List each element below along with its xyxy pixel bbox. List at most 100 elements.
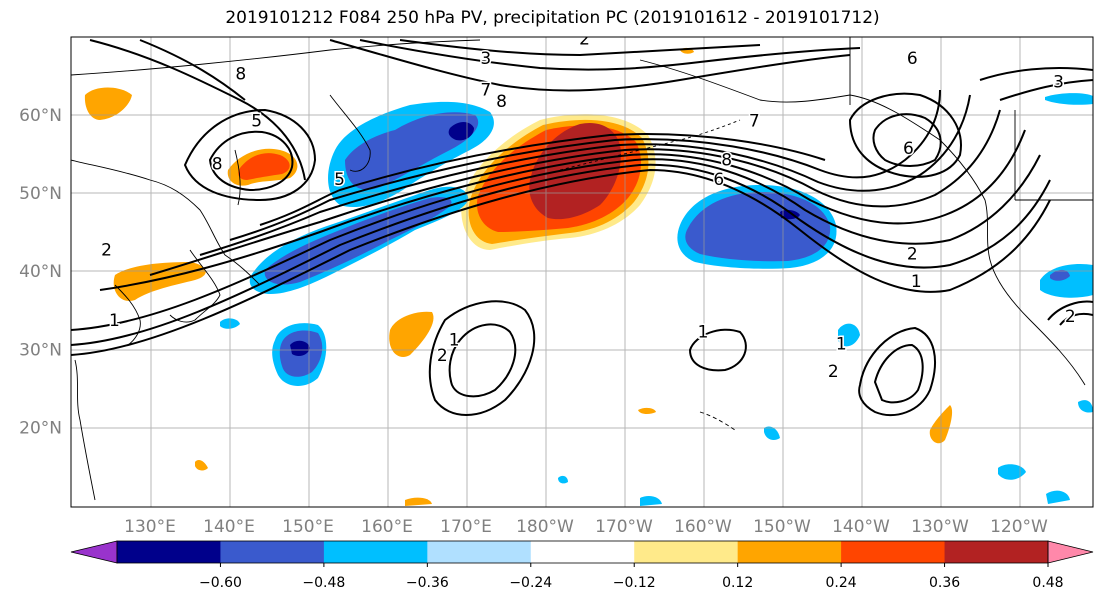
coast-asia xyxy=(71,159,261,286)
latitude-labels: 60°N 50°N 40°N 30°N 20°N xyxy=(19,106,62,439)
lon-label: 170°W xyxy=(595,517,653,537)
pv-contour-7 xyxy=(229,89,941,241)
contour-label: 5 xyxy=(251,112,262,132)
pv-contour-ne-2 xyxy=(999,79,1093,101)
precip-negative-sm-1 xyxy=(838,323,860,347)
precip-negative-band-blue xyxy=(264,197,452,285)
precip-negative-se-2 xyxy=(1046,490,1070,504)
precip-shading xyxy=(84,47,1093,506)
pv-contour-low-gulf-inner xyxy=(872,113,942,167)
lat-label: 40°N xyxy=(19,262,62,282)
lat-label: 20°N xyxy=(19,419,62,439)
colorbar-segment xyxy=(634,541,739,563)
pv-contour-8 xyxy=(259,133,826,226)
lon-label: 150°E xyxy=(282,517,334,537)
colorbar-segment xyxy=(530,541,635,563)
precip-negative-se-3 xyxy=(1078,400,1093,413)
precip-negative-sm-2 xyxy=(764,426,780,440)
pv-contour-ridge-d xyxy=(359,39,861,71)
contour-label: 3 xyxy=(1053,72,1064,92)
pv-contour-ridge-c xyxy=(329,39,851,92)
lon-label: 180°W xyxy=(516,517,574,537)
pv-contour-low-gulf xyxy=(848,92,962,178)
pv-contour-2 xyxy=(71,163,1051,346)
lon-label: 170°E xyxy=(440,517,492,537)
pv-contour-cutoff-east-a xyxy=(688,328,747,372)
coast-korea xyxy=(114,284,141,346)
contour-label: 3 xyxy=(480,49,491,69)
contour-label: 7 xyxy=(480,80,491,100)
precip-positive-dot-1 xyxy=(195,460,208,471)
pv-contour-ridge-e xyxy=(399,39,761,57)
pv-contour-ridge-a xyxy=(89,39,306,181)
coast-hawaii xyxy=(699,411,736,431)
precip-positive-sakhalin-red xyxy=(238,153,290,180)
precip-negative-sm-6 xyxy=(1045,93,1093,105)
lon-label: 150°W xyxy=(753,517,811,537)
precip-negative-cali-blue xyxy=(1050,269,1070,281)
lon-label: 130°W xyxy=(911,517,969,537)
contour-label: 1 xyxy=(698,323,709,343)
contour-label: 7 xyxy=(749,112,760,132)
lat-label: 30°N xyxy=(19,340,62,360)
colorbar-tick-label: −0.60 xyxy=(199,575,242,591)
contour-label: 8 xyxy=(235,65,246,85)
contour-label: 2 xyxy=(907,244,918,264)
coast-sakhalin xyxy=(234,149,241,206)
precip-negative-cali xyxy=(1040,263,1093,298)
colorbar-frame xyxy=(116,540,1049,564)
colorbar-segment xyxy=(841,541,946,563)
pv-contour-low-okhotsk xyxy=(183,108,317,202)
contour-label: 6 xyxy=(907,49,918,69)
contour-label: 8 xyxy=(212,155,223,175)
colorbar-tick-label: −0.12 xyxy=(613,575,656,591)
contour-label: 1 xyxy=(449,330,460,350)
precip-positive-japan xyxy=(113,262,206,301)
contour-label: 2 xyxy=(828,362,839,382)
coast-philippines xyxy=(74,359,96,501)
contour-label: 6 xyxy=(903,139,914,159)
pv-contour-3 xyxy=(71,154,1041,331)
colorbar-arrow-left xyxy=(70,540,118,564)
pv-contour-cal-2 xyxy=(1059,312,1093,326)
colorbar-segment xyxy=(427,541,532,563)
precip-negative-sm-5 xyxy=(558,475,568,484)
pv-contour-ridge-b xyxy=(139,39,246,101)
pv-contour-1 xyxy=(71,168,1051,356)
precip-negative-east-blue xyxy=(685,192,831,262)
precip-positive-nw xyxy=(84,87,132,120)
colorbar-segment xyxy=(944,541,1049,563)
colorbar-segment xyxy=(117,541,221,563)
pv-contour-cutoff-east-b xyxy=(858,326,936,416)
coast-nw-america xyxy=(939,139,1086,386)
lon-label: 140°E xyxy=(203,517,255,537)
pv-contour-cal xyxy=(1047,300,1093,321)
pv-contour-cutoff-east-b-inner xyxy=(873,343,924,404)
precip-negative-isolated-navy xyxy=(290,340,310,356)
pv-contour-cutoff-mid-inner xyxy=(448,323,517,398)
longitude-labels: 130°E 140°E 150°E 160°E 170°E 180°W 170°W 160°W… xyxy=(124,517,1048,537)
coast-alaska xyxy=(639,59,941,141)
pv-contour-cutoff-mid xyxy=(428,300,536,416)
coast-kamchatka xyxy=(329,94,371,172)
contour-label: 6 xyxy=(713,170,724,190)
colorbar-tick-label: −0.24 xyxy=(509,575,552,591)
colorbar-segment xyxy=(220,541,325,563)
colorbar-tick-label: −0.36 xyxy=(406,575,449,591)
precip-positive-dot-3 xyxy=(405,497,432,506)
lon-label: 160°E xyxy=(361,517,413,537)
precip-negative-se-1 xyxy=(998,464,1026,480)
contour-label: 8 xyxy=(721,151,732,171)
contour-label: 5 xyxy=(334,170,345,190)
colorbar-arrow-right xyxy=(1047,540,1094,564)
lat-label: 50°N xyxy=(19,184,62,204)
precip-negative-north-navy xyxy=(448,122,474,141)
map-title: 2019101212 F084 250 hPa PV, precipitatio… xyxy=(225,8,880,28)
colorbar-segment xyxy=(737,541,842,563)
colorbar-tick-label: 0.36 xyxy=(929,575,960,591)
precip-negative-sm-4 xyxy=(640,496,662,506)
pv-contour-4 xyxy=(99,129,1026,291)
pv-contour-low-okhotsk-inner xyxy=(208,130,294,192)
pv-contour-6 xyxy=(199,94,971,256)
